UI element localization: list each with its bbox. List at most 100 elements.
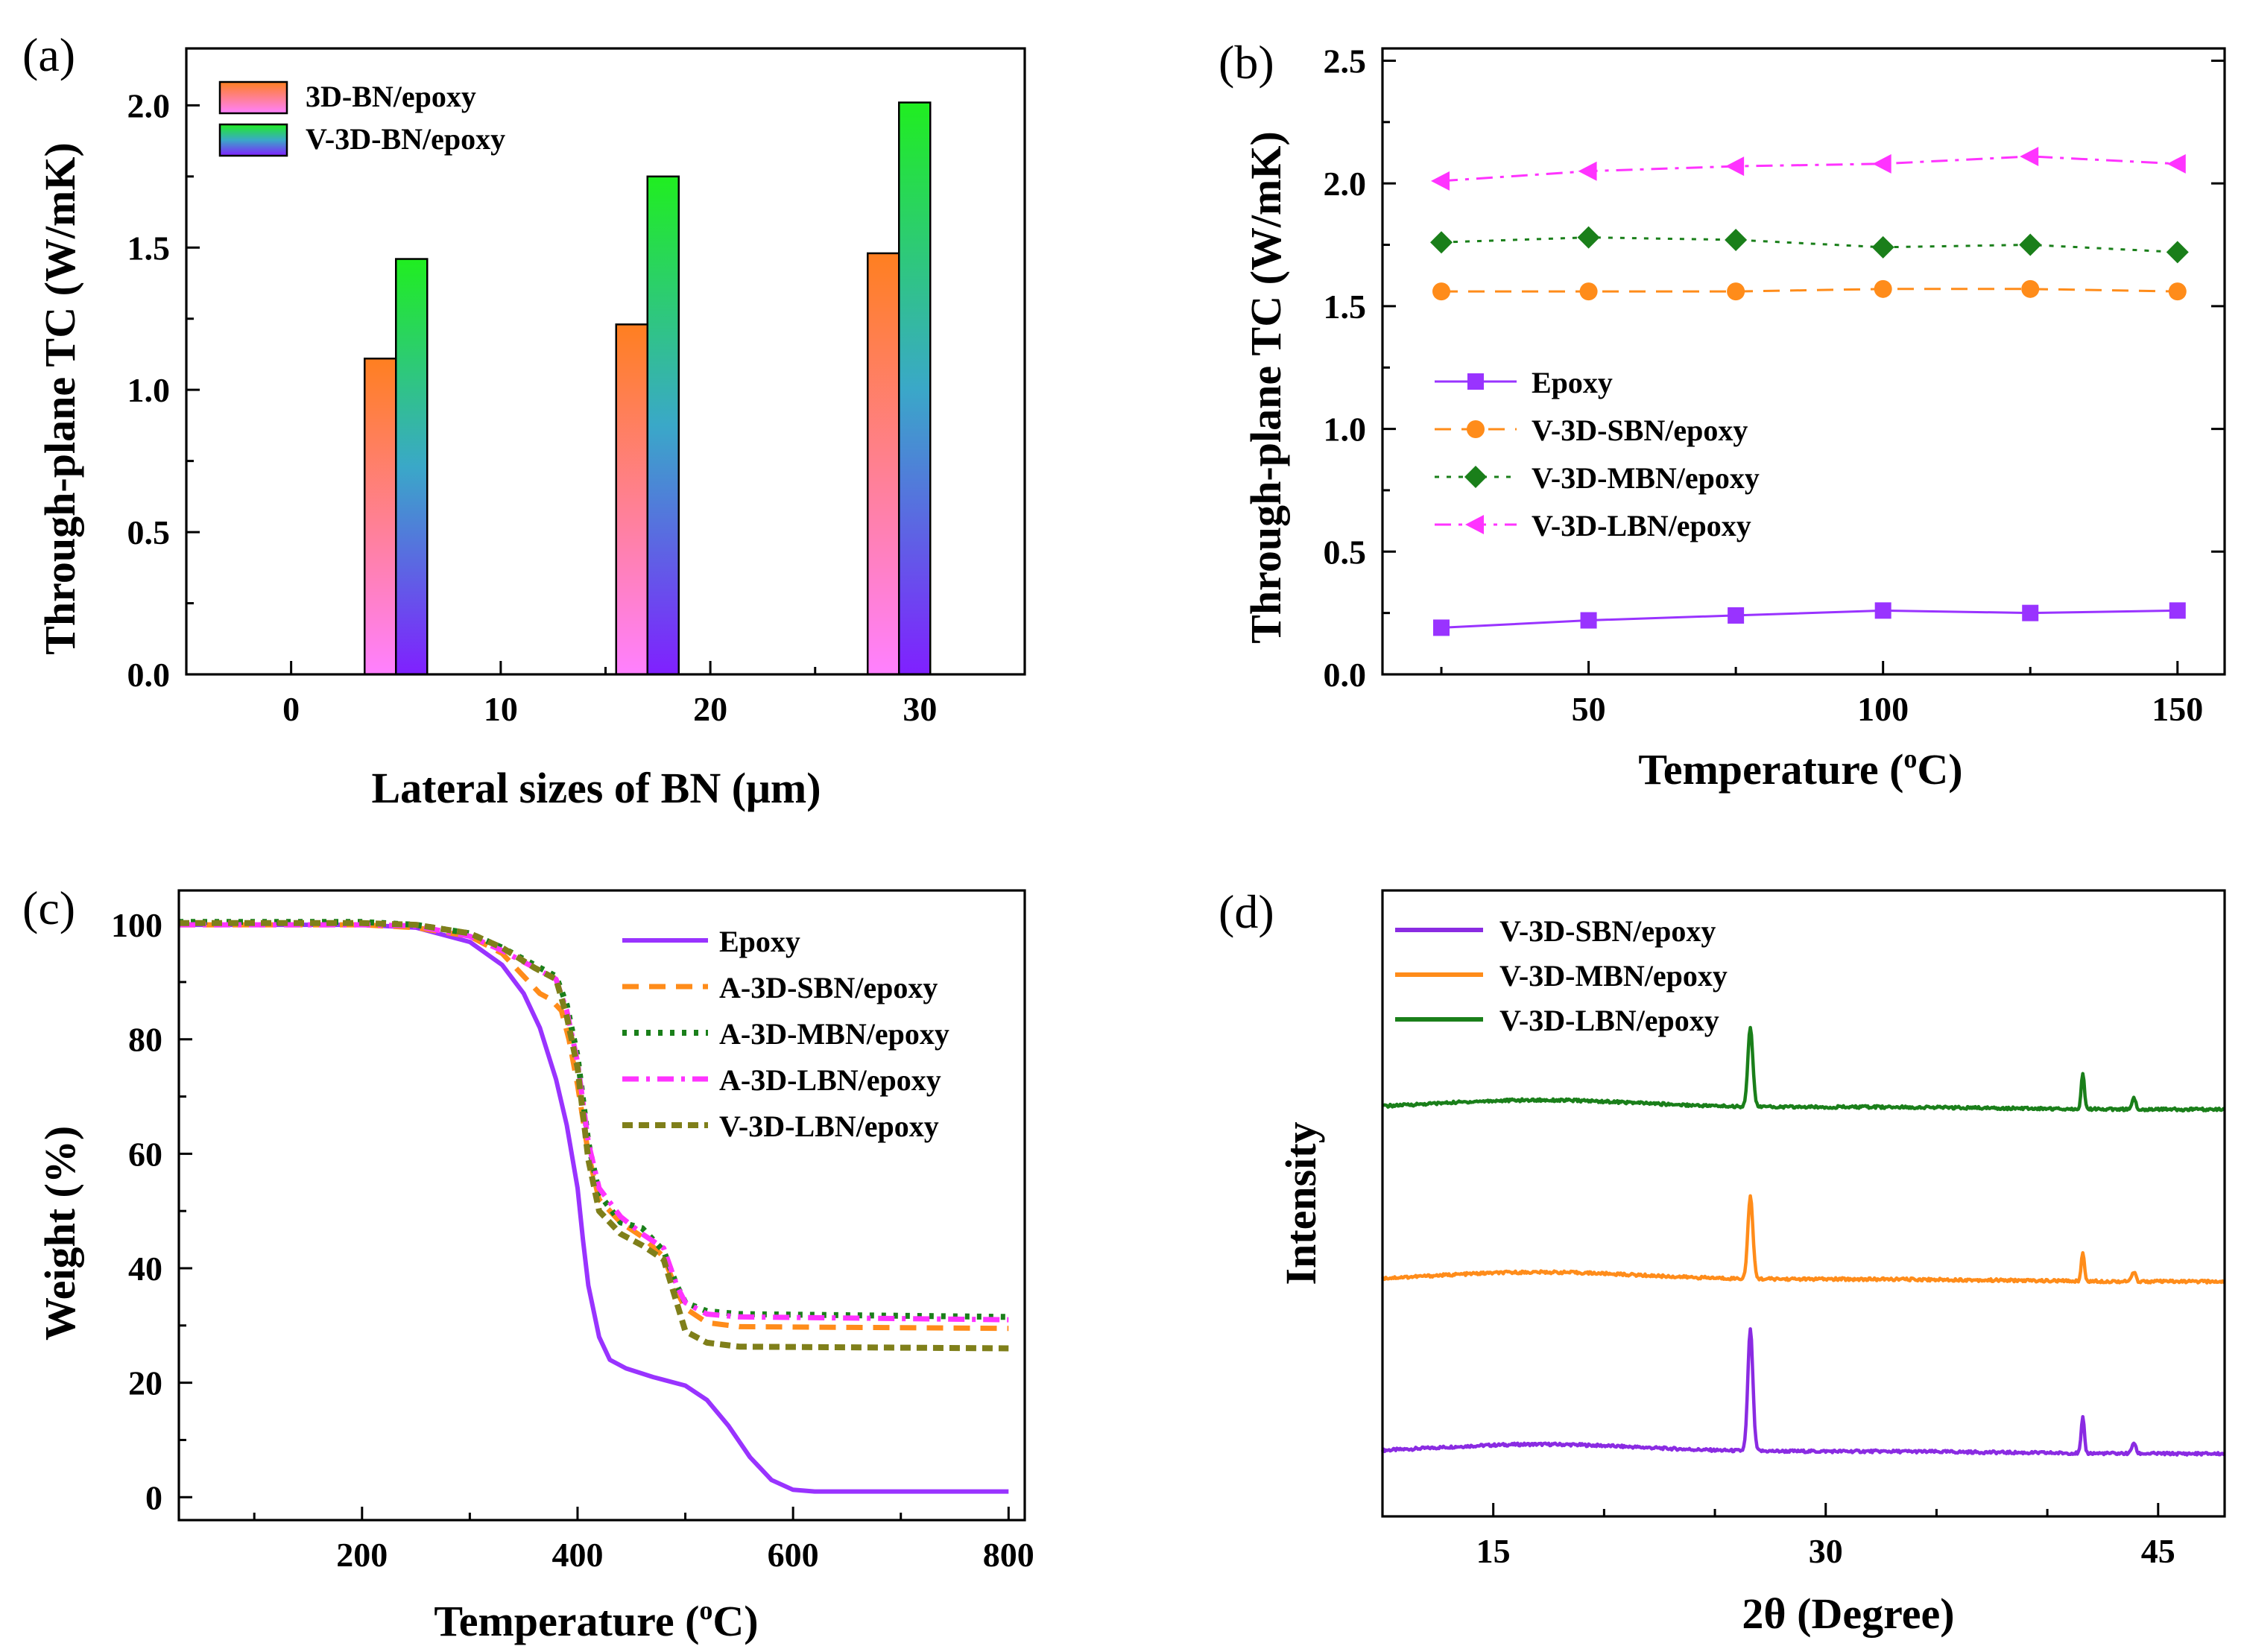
panel-d-xtick-label: 30 (1809, 1532, 1843, 1570)
panel-b-data-point (1872, 154, 1891, 174)
panel-a-bar-v-3d-bn (395, 258, 429, 676)
panel-a-legend-label: 3D-BN/epoxy (306, 80, 476, 113)
panel-b-data-point (1433, 619, 1450, 636)
panel-c-ytick-label: 20 (128, 1364, 162, 1402)
panel-b-legend-marker (1467, 373, 1484, 390)
panel-a-xtick-label: 0 (282, 690, 300, 728)
panel-b-xlabel-sup: o (1903, 744, 1917, 773)
panel-a-ytick-label: 1.5 (127, 229, 171, 267)
panel-b-data-point (1577, 226, 1600, 249)
panel-c-series-line (179, 922, 1009, 1323)
panel-a-xtick-label: 20 (693, 690, 727, 728)
panel-c-xlabel-sup: o (699, 1595, 712, 1625)
panel-c-legend-label: V-3D-LBN/epoxy (719, 1110, 939, 1143)
panel-c-legend-label: Epoxy (719, 925, 800, 958)
panel-a-bar-v-3d-bn (646, 175, 680, 676)
panel-a-legend-label: V-3D-BN/epoxy (306, 122, 505, 156)
panel-d-legend-label: V-3D-SBN/epoxy (1499, 914, 1716, 948)
panel-b-line-chart: (b) Temperature (oC) Through-plane TC (W… (1219, 36, 2226, 794)
panel-a-ytick-label: 0.0 (127, 656, 171, 694)
panel-d-xtick-label: 15 (1476, 1532, 1511, 1570)
panel-d-xlabel: 2θ (Degree) (1742, 1589, 1954, 1638)
panel-b-data-point (1580, 612, 1597, 629)
panel-a-ytick-label: 1.0 (127, 371, 171, 409)
panel-c-ytick-label: 60 (128, 1135, 162, 1173)
panel-d-label: (d) (1219, 885, 1274, 938)
panel-b-data-point (1725, 228, 1748, 251)
panel-d-pattern-line (1381, 1194, 2225, 1285)
panel-b-series-line (1441, 609, 2178, 629)
panel-b-data-point (1430, 231, 1453, 254)
panel-b-data-point (2020, 146, 2039, 166)
panel-b-xlabel-end: C) (1917, 745, 1962, 794)
panel-d-xtick-label: 45 (2141, 1532, 2175, 1570)
panel-c-ytick-label: 40 (128, 1250, 162, 1288)
panel-b-legend-label: V-3D-MBN/epoxy (1532, 461, 1760, 495)
panel-c-xtick-label: 200 (336, 1536, 388, 1574)
panel-b-ytick-label: 1.0 (1324, 411, 1367, 449)
panel-b-xlabel: Temperature (oC) (1638, 744, 1962, 794)
panel-a-frame (185, 47, 1026, 676)
panel-b-data-point (1874, 602, 1891, 619)
panel-b-label: (b) (1219, 36, 1274, 89)
panel-b-ylabel: Through-plane TC (W/mK) (1242, 131, 1290, 644)
panel-b-ytick-label: 1.5 (1324, 288, 1367, 326)
panel-b-data-point (2169, 602, 2186, 619)
panel-b-ytick-label: 2.0 (1324, 165, 1367, 203)
panel-c-legend-label: A-3D-LBN/epoxy (719, 1063, 941, 1097)
panel-b-legend-label: V-3D-SBN/epoxy (1532, 414, 1748, 447)
panel-b-ytick-label: 0.5 (1324, 533, 1367, 571)
panel-a-bar-3d-bn (364, 357, 397, 676)
panel-b-legend-label: V-3D-LBN/epoxy (1532, 509, 1751, 542)
panel-b-data-point (1431, 171, 1450, 191)
panel-b-data-point (1727, 282, 1745, 301)
panel-b-xlabel-start: Temperature ( (1638, 745, 1903, 794)
panel-b-data-point (1432, 282, 1451, 301)
panel-a-label: (a) (22, 28, 75, 81)
panel-b-data-point (1578, 161, 1597, 181)
panel-b-data-point (2019, 233, 2042, 256)
panel-b-series-line (1441, 288, 2178, 293)
panel-c-xtick-label: 400 (551, 1536, 603, 1574)
panel-b-data-point (2021, 279, 2040, 298)
panel-d-legend-label: V-3D-MBN/epoxy (1499, 959, 1728, 993)
panel-c-frame (177, 889, 1026, 1522)
panel-c-legend-label: A-3D-MBN/epoxy (719, 1017, 949, 1051)
panel-c-xlabel-end: C) (712, 1597, 758, 1645)
panel-a-xtick-label: 30 (903, 690, 937, 728)
panel-a-bar-3d-bn (867, 252, 900, 676)
panel-a-legend-swatch (218, 80, 288, 115)
panel-b-series-line (1441, 155, 2178, 183)
panel-c-label: (c) (22, 882, 75, 934)
panel-b-data-point (1579, 282, 1598, 301)
panel-b-legend-label: Epoxy (1532, 366, 1613, 399)
panel-b-series-line (1441, 236, 2178, 253)
panel-c-ylabel: Weight (%) (36, 1126, 84, 1341)
panel-b-data-point (2166, 241, 2189, 264)
panel-b-data-point (1871, 235, 1894, 259)
panel-d-pattern-line (1382, 1025, 2225, 1113)
panel-c-xlabel: Temperature (oC) (434, 1595, 758, 1645)
panel-d-line-chart: (d) 2θ (Degree) Intensity 15 30 45 V-3D-SB… (1219, 885, 2226, 1638)
panel-a-legend-swatch (218, 123, 288, 157)
panel-a-ylabel: Through-plane TC (W/mK) (36, 142, 84, 655)
panel-b-data-point (1728, 607, 1745, 624)
panel-a-bar-chart: (a) Lateral sizes of BN (μm) Through-pla… (22, 28, 1026, 812)
panel-b-data-point (2168, 282, 2187, 301)
panel-b-xtick-label: 150 (2152, 690, 2203, 728)
panel-c-ytick-label: 0 (145, 1478, 162, 1516)
panel-b-legend-marker (1465, 515, 1484, 534)
panel-d-ylabel: Intensity (1277, 1121, 1325, 1285)
panel-a-bar-v-3d-bn (898, 101, 932, 676)
panel-b-data-point (1874, 279, 1892, 298)
panel-d-legend-label: V-3D-LBN/epoxy (1499, 1004, 1719, 1037)
panel-c-xtick-label: 600 (768, 1536, 819, 1574)
panel-d-pattern-line (1380, 1327, 2225, 1457)
panel-c-ytick-label: 80 (128, 1021, 162, 1059)
panel-b-xtick-label: 100 (1857, 690, 1909, 728)
panel-b-data-point (2166, 154, 2186, 174)
panel-a-ytick-label: 2.0 (127, 86, 171, 124)
panel-a-xtick-label: 10 (484, 690, 518, 728)
panel-b-ytick-label: 0.0 (1324, 656, 1367, 694)
